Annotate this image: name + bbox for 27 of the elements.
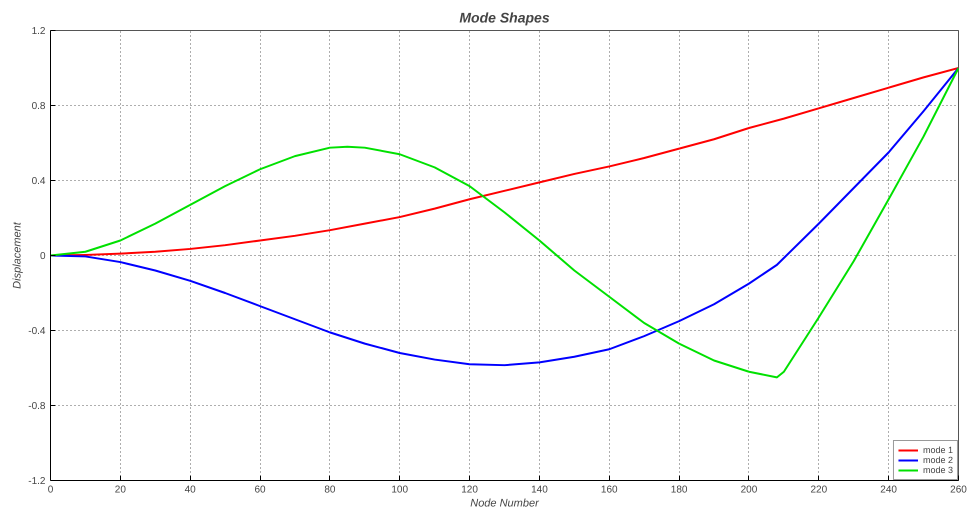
x-tick-label: 220 bbox=[810, 484, 828, 496]
x-tick-label: 180 bbox=[670, 484, 688, 496]
x-tick-label: 260 bbox=[950, 484, 968, 496]
y-tick-label: -1.2 bbox=[28, 476, 46, 487]
y-tick-label: -0.8 bbox=[28, 401, 46, 412]
x-tick-label: 80 bbox=[324, 484, 336, 496]
x-tick-label: 20 bbox=[114, 484, 126, 496]
y-tick-label: 0.4 bbox=[32, 176, 46, 187]
y-tick-label: 0 bbox=[40, 251, 46, 262]
y-tick-label: 1.2 bbox=[32, 26, 46, 37]
x-axis-title: Node Number bbox=[470, 498, 540, 510]
legend-label: mode 2 bbox=[922, 455, 953, 465]
x-tick-label: 120 bbox=[461, 484, 478, 496]
x-tick-label: 40 bbox=[184, 484, 196, 496]
x-tick-label: 100 bbox=[391, 484, 409, 496]
x-tick-label: 240 bbox=[880, 484, 898, 496]
y-tick-label: -0.4 bbox=[28, 326, 46, 337]
y-tick-label: 0.8 bbox=[32, 101, 46, 112]
x-tick-label: 200 bbox=[740, 484, 758, 496]
x-tick-label: 60 bbox=[254, 484, 266, 496]
legend-label: mode 1 bbox=[922, 445, 953, 455]
chart-title: Mode Shapes bbox=[459, 10, 550, 26]
x-tick-label: 160 bbox=[600, 484, 618, 496]
x-tick-label: 0 bbox=[48, 484, 54, 496]
y-axis-title: Displacement bbox=[11, 221, 24, 289]
legend-label: mode 3 bbox=[922, 465, 953, 475]
x-tick-label: 140 bbox=[531, 484, 548, 496]
